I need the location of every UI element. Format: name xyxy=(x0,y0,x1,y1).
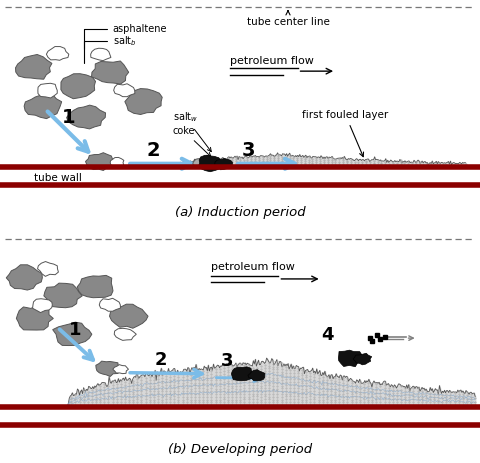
Polygon shape xyxy=(338,350,362,367)
Polygon shape xyxy=(15,55,52,79)
Text: 2: 2 xyxy=(146,141,160,160)
Text: tube wall: tube wall xyxy=(34,174,82,183)
Text: salt$_w$: salt$_w$ xyxy=(173,111,211,151)
Polygon shape xyxy=(193,159,206,168)
Polygon shape xyxy=(114,328,136,340)
Polygon shape xyxy=(353,353,372,365)
Polygon shape xyxy=(16,305,53,330)
Polygon shape xyxy=(215,159,232,170)
Polygon shape xyxy=(110,157,124,168)
Polygon shape xyxy=(44,283,82,308)
Text: (a) Induction period: (a) Induction period xyxy=(175,206,305,219)
Text: petroleum flow: petroleum flow xyxy=(211,262,295,271)
Polygon shape xyxy=(33,299,52,313)
Text: coke: coke xyxy=(173,126,211,156)
Polygon shape xyxy=(109,304,148,328)
Text: 1: 1 xyxy=(69,321,81,339)
Text: 4: 4 xyxy=(322,326,334,344)
Text: (b) Developing period: (b) Developing period xyxy=(168,443,312,456)
Polygon shape xyxy=(47,47,69,60)
Polygon shape xyxy=(24,94,61,119)
Polygon shape xyxy=(38,83,57,98)
Polygon shape xyxy=(91,48,111,61)
Polygon shape xyxy=(53,322,92,345)
Text: petroleum flow: petroleum flow xyxy=(230,56,314,66)
Text: 2: 2 xyxy=(155,351,167,369)
Polygon shape xyxy=(37,262,59,276)
Text: 3: 3 xyxy=(221,352,233,370)
Text: salt$_b$: salt$_b$ xyxy=(84,34,136,63)
Polygon shape xyxy=(85,153,116,170)
Polygon shape xyxy=(92,61,129,84)
Polygon shape xyxy=(77,275,113,298)
Text: asphaltene: asphaltene xyxy=(84,25,168,49)
Text: first fouled layer: first fouled layer xyxy=(302,110,389,156)
Text: tube center line: tube center line xyxy=(247,11,329,27)
Polygon shape xyxy=(125,88,162,114)
Polygon shape xyxy=(61,74,96,99)
Text: 3: 3 xyxy=(241,141,255,160)
Polygon shape xyxy=(113,365,129,374)
Polygon shape xyxy=(6,265,42,290)
Text: 1: 1 xyxy=(61,108,75,127)
Polygon shape xyxy=(198,155,222,172)
Polygon shape xyxy=(114,84,135,97)
Polygon shape xyxy=(231,367,255,381)
Polygon shape xyxy=(67,105,106,129)
Polygon shape xyxy=(96,361,120,376)
Polygon shape xyxy=(99,298,120,311)
Polygon shape xyxy=(248,369,265,381)
